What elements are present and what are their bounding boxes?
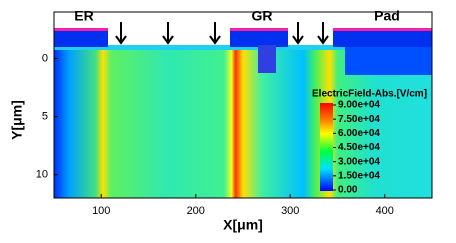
annotation: GR — [252, 8, 273, 24]
arrows — [115, 22, 329, 45]
colorbar-tick-label: 6.00e+04 — [338, 128, 380, 139]
y-tick-label: 10 — [36, 169, 48, 181]
field-map — [53, 11, 433, 199]
y-tick-label: 0 — [42, 52, 48, 64]
colorbar-tick-label: 7.50e+04 — [338, 114, 380, 125]
x-tick-label: 200 — [187, 205, 205, 217]
colorbar-tick-label: 3.00e+04 — [338, 156, 380, 167]
y-tick-label: 5 — [42, 111, 48, 123]
colorbar — [320, 103, 333, 191]
annotation: Pad — [374, 8, 400, 24]
x-tick-label: 100 — [92, 205, 110, 217]
colorbar-tick-label: 1.50e+04 — [338, 170, 380, 181]
x-tick-label: 300 — [281, 205, 299, 217]
y-axis-label: Y[μm] — [9, 100, 25, 140]
annotation: ER — [74, 8, 93, 24]
colorbar-tick-label: 4.50e+04 — [338, 142, 380, 153]
colorbar-tick-label: 0.00 — [338, 185, 358, 196]
x-axis-label: X[μm] — [223, 217, 263, 233]
x-tick-label: 400 — [376, 205, 394, 217]
colorbar-title: ElectricField-Abs.[V/cm] — [312, 89, 427, 100]
colorbar-tick-label: 9.00e+04 — [338, 100, 380, 111]
